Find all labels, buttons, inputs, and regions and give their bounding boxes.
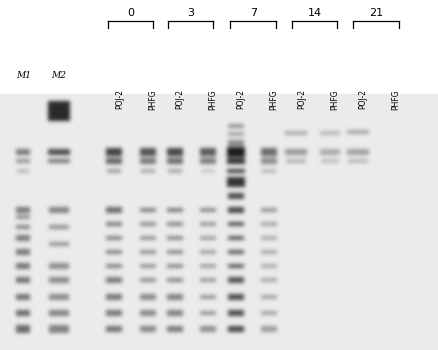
Text: 0: 0 (127, 8, 134, 18)
Bar (0, 0, 438, 94)
Text: POJ-2: POJ-2 (297, 89, 306, 109)
Text: POJ-2: POJ-2 (358, 89, 367, 109)
Text: POJ-2: POJ-2 (175, 89, 184, 109)
Text: PHFG: PHFG (391, 89, 400, 110)
Text: PHFG: PHFG (208, 89, 218, 110)
Text: 3: 3 (187, 8, 194, 18)
Text: PHFG: PHFG (269, 89, 279, 110)
Text: M1: M1 (16, 71, 31, 80)
Text: 14: 14 (307, 8, 321, 18)
Text: PHFG: PHFG (330, 89, 339, 110)
Text: 7: 7 (250, 8, 257, 18)
Text: PHFG: PHFG (148, 89, 157, 110)
Text: 21: 21 (369, 8, 383, 18)
Text: POJ-2: POJ-2 (237, 89, 246, 109)
Text: M2: M2 (52, 71, 67, 80)
Text: POJ-2: POJ-2 (115, 89, 124, 109)
